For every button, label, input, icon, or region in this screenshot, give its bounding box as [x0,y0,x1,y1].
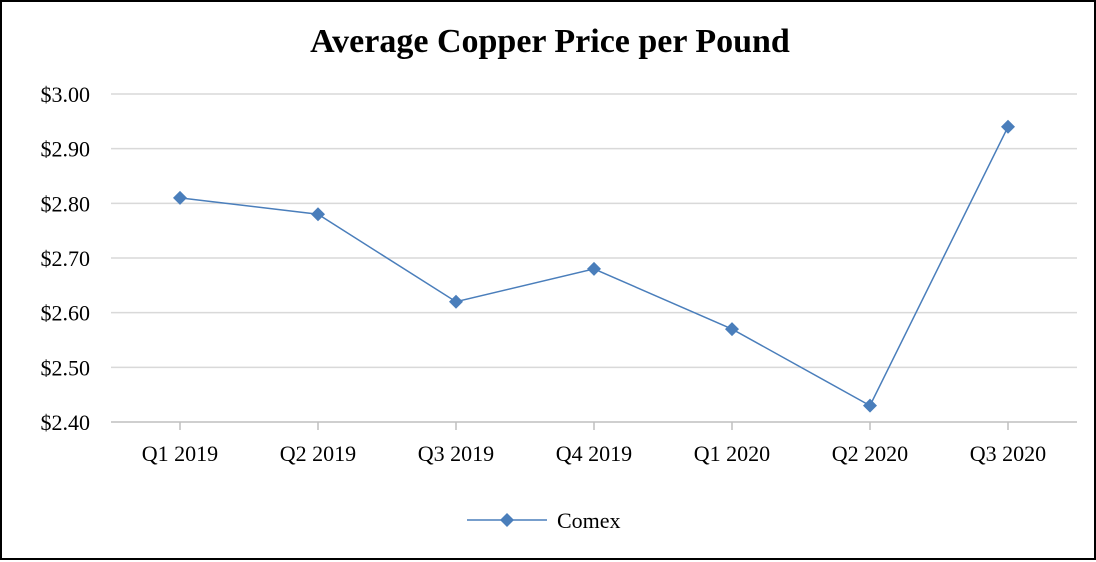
y-tick-label: $2.50 [41,355,91,380]
x-tick-label: Q2 2020 [832,441,908,466]
data-point-marker [311,207,325,222]
legend: Comex [467,508,621,533]
x-tick-label: Q1 2019 [142,441,218,466]
x-tick-label: Q4 2019 [556,441,632,466]
x-tick-label: Q3 2020 [970,441,1046,466]
data-point-marker [587,261,601,276]
y-tick-label: $2.60 [41,301,91,326]
chart-title: Average Copper Price per Pound [310,23,790,60]
y-tick-label: $2.90 [41,137,91,162]
y-tick-label: $3.00 [41,82,91,107]
data-point-marker [1001,119,1015,134]
y-tick-label: $2.80 [41,191,91,216]
y-tick-label: $2.40 [41,410,91,435]
x-tick-label: Q2 2019 [280,441,356,466]
x-tick-label: Q1 2020 [694,441,770,466]
data-point-marker [725,322,739,337]
legend-label: Comex [557,508,621,533]
legend-diamond-marker [500,513,514,527]
x-tick-label: Q3 2019 [418,441,494,466]
data-point-marker [173,190,187,205]
data-point-marker [863,398,877,413]
y-tick-label: $2.70 [41,246,91,271]
data-point-marker [449,294,463,309]
